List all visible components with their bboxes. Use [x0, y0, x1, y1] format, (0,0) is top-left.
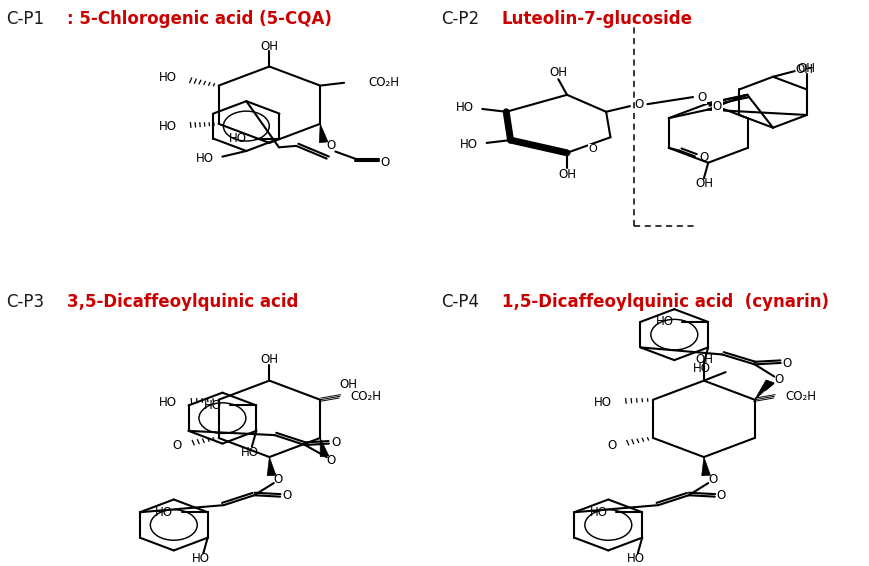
Text: HO: HO — [203, 399, 222, 412]
Text: O: O — [708, 473, 717, 486]
Text: O: O — [774, 374, 783, 387]
Text: O: O — [697, 91, 706, 104]
Polygon shape — [702, 457, 710, 475]
Polygon shape — [268, 457, 275, 475]
Text: O: O — [327, 139, 335, 152]
Text: C-P3: C-P3 — [7, 293, 44, 311]
Text: HO: HO — [159, 71, 177, 84]
Text: OH: OH — [558, 168, 576, 181]
Text: OH: OH — [695, 178, 713, 190]
Text: O: O — [717, 489, 726, 501]
Text: HO: HO — [192, 552, 210, 565]
Text: O: O — [588, 144, 598, 155]
Text: O: O — [381, 156, 390, 169]
Text: Luteolin-7-glucoside: Luteolin-7-glucoside — [502, 10, 693, 28]
Text: HO: HO — [693, 362, 711, 375]
Text: C-P4: C-P4 — [441, 293, 479, 311]
Text: O: O — [172, 439, 182, 452]
Text: O: O — [634, 98, 643, 110]
Text: 3,5-Dicaffeoylquinic acid: 3,5-Dicaffeoylquinic acid — [68, 293, 299, 311]
Text: HO: HO — [589, 506, 607, 518]
Text: C-P1: C-P1 — [7, 10, 44, 28]
Text: CO₂H: CO₂H — [350, 389, 381, 402]
Text: O: O — [713, 100, 722, 113]
Text: O: O — [607, 439, 616, 452]
Text: OH: OH — [261, 40, 278, 53]
Text: : 5-Chlorogenic acid (5-CQA): : 5-Chlorogenic acid (5-CQA) — [68, 10, 332, 28]
Text: O: O — [282, 489, 291, 501]
Text: O: O — [700, 151, 709, 164]
Text: OH: OH — [798, 62, 816, 75]
Text: HO: HO — [455, 101, 474, 114]
Polygon shape — [320, 438, 328, 457]
Text: O: O — [332, 436, 341, 449]
Text: O: O — [274, 473, 282, 486]
Text: OH: OH — [340, 378, 358, 391]
Text: HO: HO — [196, 152, 214, 165]
Text: HO: HO — [655, 315, 673, 328]
Text: HO: HO — [155, 506, 173, 518]
Polygon shape — [319, 124, 328, 143]
Text: HO: HO — [229, 132, 247, 145]
Polygon shape — [754, 380, 773, 400]
Text: HO: HO — [241, 445, 259, 458]
Text: HO: HO — [460, 138, 478, 151]
Text: C-P2: C-P2 — [441, 10, 479, 28]
Text: O: O — [327, 454, 335, 467]
Text: HO: HO — [159, 120, 177, 133]
Text: HO: HO — [594, 396, 612, 409]
Text: HO: HO — [627, 552, 645, 565]
Text: HO: HO — [159, 396, 177, 409]
Text: CO₂H: CO₂H — [785, 389, 816, 402]
Text: OH: OH — [261, 354, 278, 366]
Text: CO₂H: CO₂H — [368, 76, 399, 89]
Text: OH: OH — [695, 354, 713, 366]
Text: OH: OH — [549, 66, 567, 79]
Text: OH: OH — [795, 63, 813, 76]
Text: 1,5-Dicaffeoylquinic acid  (cynarin): 1,5-Dicaffeoylquinic acid (cynarin) — [502, 293, 829, 311]
Text: O: O — [783, 357, 792, 370]
